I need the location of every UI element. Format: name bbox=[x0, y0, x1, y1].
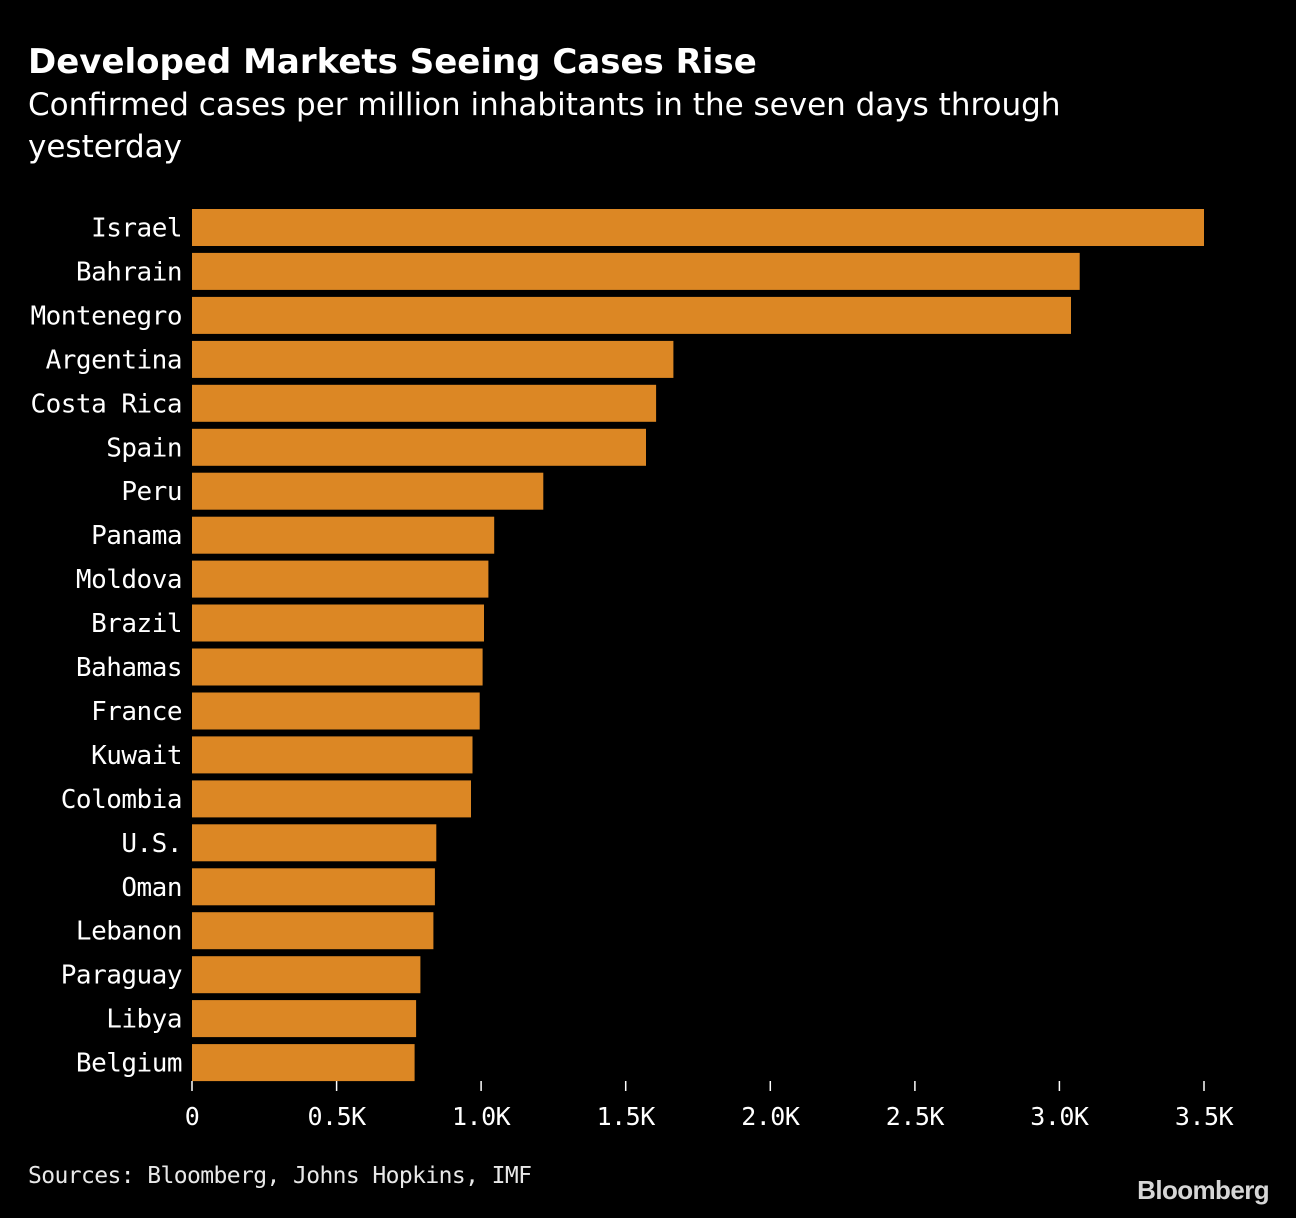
bar-peru bbox=[192, 472, 544, 510]
category-label-costa-rica: Costa Rica bbox=[30, 389, 182, 419]
bar-colombia bbox=[192, 780, 471, 818]
bar-montenegro bbox=[192, 296, 1071, 334]
bar-bahrain bbox=[192, 252, 1080, 290]
category-label-france: France bbox=[91, 697, 182, 727]
category-label-paraguay: Paraguay bbox=[61, 961, 182, 991]
category-label-oman: Oman bbox=[121, 873, 182, 903]
x-tick-label: 1.0K bbox=[452, 1102, 511, 1131]
category-label-u-s: U.S. bbox=[121, 829, 182, 859]
bar-chart: Israel Bahrain Montenegro Argentina Costa Ri… bbox=[30, 209, 1234, 1131]
x-tick-label: 3.0K bbox=[1030, 1102, 1089, 1131]
category-label-kuwait: Kuwait bbox=[91, 741, 182, 771]
bar-moldova bbox=[192, 560, 489, 598]
x-tick-label: 2.0K bbox=[741, 1102, 800, 1131]
category-label-argentina: Argentina bbox=[46, 345, 182, 375]
chart-title: Developed Markets Seeing Cases Rise bbox=[28, 42, 757, 82]
bar-argentina bbox=[192, 340, 674, 378]
x-tick-label: 1.5K bbox=[597, 1102, 656, 1131]
bar-spain bbox=[192, 428, 646, 466]
category-label-panama: Panama bbox=[91, 521, 182, 551]
bar-kuwait bbox=[192, 736, 473, 774]
bar-costa-rica bbox=[192, 384, 657, 422]
bar-oman bbox=[192, 868, 435, 906]
brand-logo: Bloomberg bbox=[1137, 1175, 1269, 1205]
source-note: Sources: Bloomberg, Johns Hopkins, IMF bbox=[28, 1163, 532, 1189]
bar-panama bbox=[192, 516, 495, 554]
category-label-moldova: Moldova bbox=[76, 565, 182, 595]
bar-u-s bbox=[192, 824, 437, 862]
category-label-belgium: Belgium bbox=[76, 1049, 182, 1079]
category-label-libya: Libya bbox=[106, 1005, 182, 1035]
category-label-colombia: Colombia bbox=[61, 785, 182, 815]
bar-belgium bbox=[192, 1044, 415, 1082]
bar-france bbox=[192, 692, 480, 730]
x-tick-label: 0 bbox=[185, 1102, 200, 1131]
bar-brazil bbox=[192, 604, 484, 642]
bar-lebanon bbox=[192, 912, 434, 950]
bar-bahamas bbox=[192, 648, 483, 686]
category-label-bahamas: Bahamas bbox=[76, 653, 182, 683]
chart-subtitle: Confirmed cases per million inhabitants … bbox=[28, 87, 1061, 165]
category-label-peru: Peru bbox=[121, 477, 182, 507]
category-label-bahrain: Bahrain bbox=[76, 257, 182, 287]
category-label-spain: Spain bbox=[106, 433, 182, 463]
x-tick-label: 0.5K bbox=[307, 1102, 366, 1131]
x-tick-label: 2.5K bbox=[886, 1102, 945, 1131]
bar-paraguay bbox=[192, 956, 421, 994]
category-label-israel: Israel bbox=[91, 214, 182, 244]
x-tick-label: 3.5K bbox=[1175, 1102, 1234, 1131]
category-label-brazil: Brazil bbox=[91, 609, 182, 639]
category-label-montenegro: Montenegro bbox=[30, 301, 182, 331]
bar-israel bbox=[192, 209, 1204, 246]
category-label-lebanon: Lebanon bbox=[76, 917, 182, 947]
bar-libya bbox=[192, 1000, 417, 1038]
